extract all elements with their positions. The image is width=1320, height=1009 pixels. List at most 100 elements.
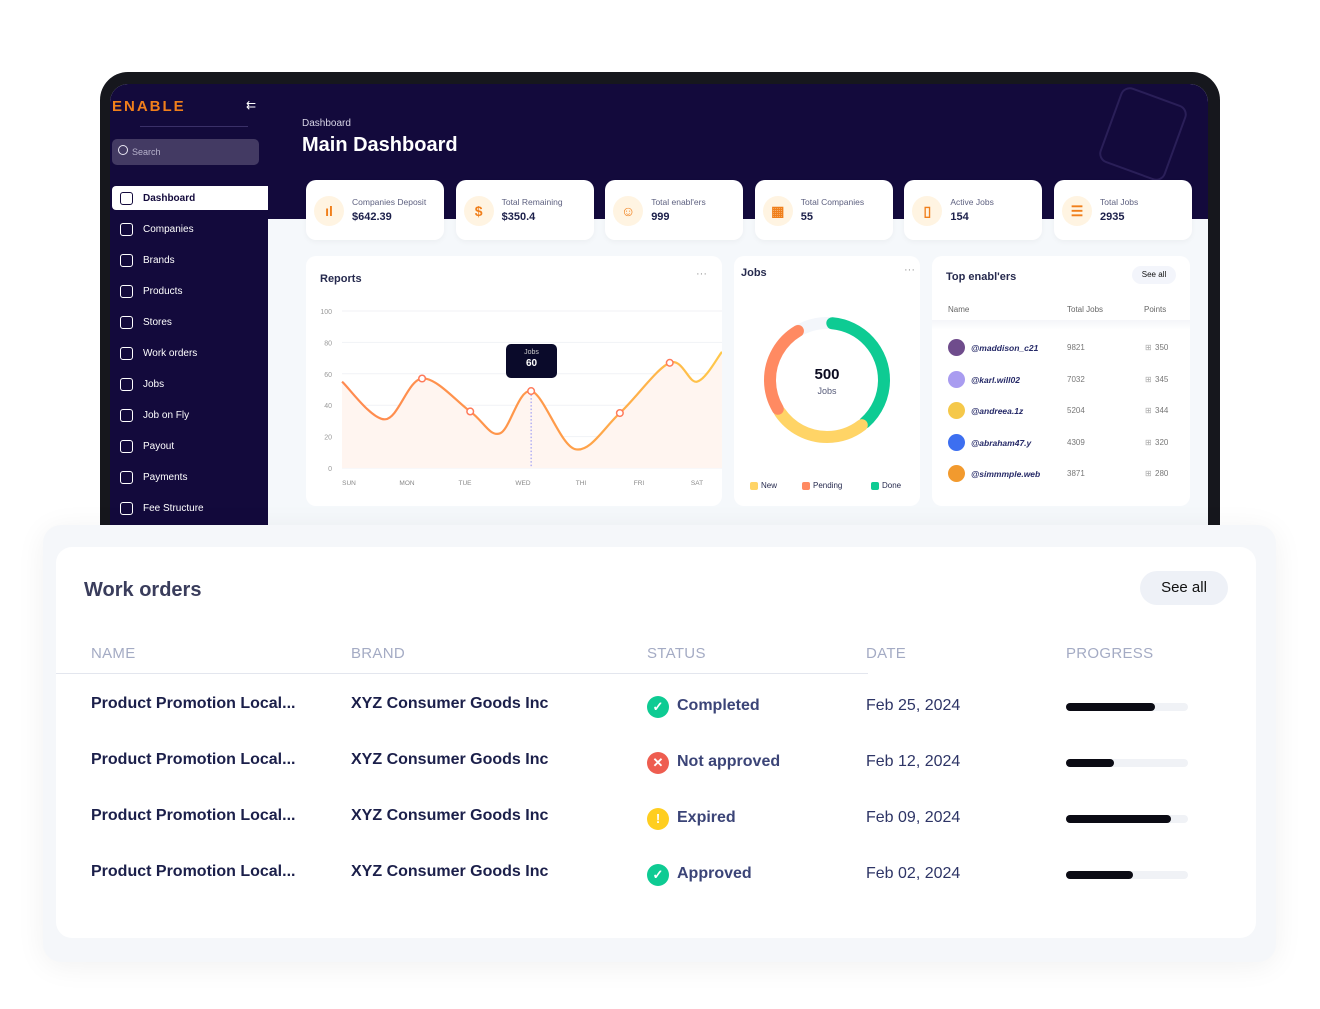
tooltip-label: Jobs bbox=[524, 349, 539, 356]
tooltip-value: 60 bbox=[525, 358, 538, 369]
sidebar-item-products[interactable]: Products bbox=[112, 279, 268, 303]
status-expired-icon: ! bbox=[647, 808, 669, 830]
list-icon bbox=[120, 408, 133, 422]
sidebar-item-stores[interactable]: Stores bbox=[112, 310, 268, 334]
avatar bbox=[948, 465, 965, 482]
enabler-points: 345 bbox=[1155, 374, 1169, 384]
see-all-button[interactable]: See all bbox=[1140, 571, 1228, 605]
enabler-name[interactable]: @maddison_c21 bbox=[971, 343, 1039, 353]
enabler-row[interactable]: @andreea.1z 5204 ⊞ 344 bbox=[932, 402, 1190, 422]
table-row[interactable]: Product Promotion Local... XYZ Consumer G… bbox=[56, 695, 1256, 725]
enabler-points: 320 bbox=[1155, 437, 1169, 447]
work-order-name[interactable]: Product Promotion Local... bbox=[91, 751, 296, 768]
store-icon bbox=[120, 315, 133, 329]
grid-icon bbox=[120, 377, 133, 391]
donut-slice-done[interactable] bbox=[764, 317, 890, 443]
stat-card: ıl Companies Deposit $642.39 bbox=[306, 180, 444, 240]
legend-label: Pending bbox=[813, 481, 843, 490]
col-header-brand[interactable]: BRAND bbox=[351, 645, 406, 662]
enabler-points: 344 bbox=[1155, 406, 1169, 415]
x-tick-label: FRI bbox=[634, 480, 645, 487]
sidebar-item-label: Fee Structure bbox=[143, 502, 204, 514]
more-icon[interactable]: ··· bbox=[904, 264, 915, 276]
data-point[interactable] bbox=[615, 409, 624, 418]
data-point[interactable] bbox=[527, 387, 536, 396]
see-all-button[interactable]: See all bbox=[1132, 266, 1176, 284]
sidebar-item-dashboard[interactable]: Dashboard bbox=[112, 186, 268, 210]
col-header-date[interactable]: DATE bbox=[866, 645, 907, 662]
enabler-name[interactable]: @abraham47.y bbox=[971, 437, 1032, 448]
work-order-name[interactable]: Product Promotion Local... bbox=[91, 807, 296, 824]
wallet-icon bbox=[120, 470, 133, 484]
enabler-row[interactable]: @maddison_c21 9821 ⊞ 350 bbox=[932, 339, 1190, 359]
work-order-brand: XYZ Consumer Goods Inc bbox=[351, 751, 549, 768]
sidebar-item-jobs[interactable]: Jobs bbox=[112, 372, 268, 396]
table-row[interactable]: Product Promotion Local... XYZ Consumer G… bbox=[56, 863, 1256, 893]
search-icon bbox=[118, 145, 128, 155]
col-header-total-jobs: Total Jobs bbox=[1067, 305, 1104, 314]
building-icon: ▦ bbox=[762, 196, 793, 226]
col-header-progress[interactable]: PROGRESS bbox=[1066, 645, 1154, 662]
legend-item: New bbox=[750, 481, 777, 490]
collapse-sidebar-icon[interactable]: ⇇ bbox=[246, 98, 257, 112]
divider bbox=[932, 320, 1190, 330]
sidebar-item-brands[interactable]: Brands bbox=[112, 248, 268, 272]
work-order-name[interactable]: Product Promotion Local... bbox=[91, 863, 296, 880]
sidebar-item-label: Companies bbox=[143, 223, 194, 235]
data-point[interactable] bbox=[466, 407, 475, 416]
enabler-row[interactable]: @simmmple.web 3871 ⊞ 280 bbox=[932, 465, 1190, 485]
data-point[interactable] bbox=[665, 358, 674, 367]
sidebar-item-fee-structure[interactable]: Fee Structure bbox=[112, 496, 268, 520]
gift-icon: ⊞ bbox=[1145, 406, 1152, 415]
sidebar-item-label: Brands bbox=[143, 254, 175, 266]
enabler-row[interactable]: @abraham47.y 4309 ⊞ 320 bbox=[932, 433, 1190, 454]
work-order-name[interactable]: Product Promotion Local... bbox=[91, 695, 296, 712]
dashboard-screen: ENABLE ⇇ Search Dashboard Companies Brands… bbox=[110, 84, 1208, 525]
avatar bbox=[948, 339, 965, 356]
more-icon[interactable]: ··· bbox=[696, 268, 707, 280]
data-point[interactable] bbox=[418, 374, 427, 383]
avatar bbox=[948, 402, 965, 419]
legend-swatch bbox=[750, 481, 758, 490]
sidebar-item-payments[interactable]: Payments bbox=[112, 465, 268, 489]
payout-icon bbox=[120, 439, 133, 453]
status-approved-icon: ✓ bbox=[647, 864, 669, 886]
work-order-brand: XYZ Consumer Goods Inc bbox=[351, 695, 549, 712]
enabler-points: 350 bbox=[1155, 343, 1169, 352]
stat-label: Total Remaining bbox=[501, 197, 563, 207]
logo: ENABLE bbox=[112, 98, 186, 115]
search-input[interactable]: Search bbox=[112, 139, 259, 165]
progress-fill bbox=[1066, 703, 1156, 711]
y-tick-label: 100 bbox=[320, 309, 332, 316]
col-header-name[interactable]: NAME bbox=[91, 645, 136, 662]
enabler-name[interactable]: @simmmple.web bbox=[971, 469, 1041, 479]
col-header-status[interactable]: STATUS bbox=[647, 645, 706, 662]
sidebar-item-payout[interactable]: Payout bbox=[112, 434, 268, 458]
donut-slice-new[interactable] bbox=[764, 317, 890, 443]
donut-slice-pending[interactable] bbox=[764, 317, 890, 443]
enabler-jobs: 4309 bbox=[1067, 437, 1085, 447]
enabler-row[interactable]: @karl.will02 7032 ⊞ 345 bbox=[932, 370, 1190, 391]
sidebar-item-job-on-fly[interactable]: Job on Fly bbox=[112, 403, 268, 427]
legend-item: Done bbox=[871, 481, 901, 490]
table-row[interactable]: Product Promotion Local... XYZ Consumer G… bbox=[56, 751, 1256, 781]
table-row[interactable]: Product Promotion Local... XYZ Consumer G… bbox=[56, 807, 1256, 837]
line-chart: 100 80 60 40 20 0 SUN MON TUE WED THI FRI SAT bbox=[320, 309, 722, 487]
reports-title: Reports bbox=[320, 273, 362, 285]
header-divider bbox=[56, 673, 868, 674]
y-tick-label: 20 bbox=[324, 435, 332, 442]
x-tick-label: WED bbox=[515, 480, 530, 487]
legend-label: New bbox=[761, 481, 778, 490]
stat-label: Active Jobs bbox=[950, 197, 994, 207]
enabler-name[interactable]: @karl.will02 bbox=[971, 374, 1020, 385]
divider bbox=[140, 126, 248, 127]
sidebar-item-label: Payout bbox=[143, 440, 175, 452]
enabler-name[interactable]: @andreea.1z bbox=[971, 406, 1024, 416]
stat-label: Total Companies bbox=[800, 197, 865, 207]
enabler-points: 280 bbox=[1155, 469, 1169, 478]
breadcrumb: Dashboard bbox=[302, 118, 351, 129]
sidebar-item-work-orders[interactable]: Work orders bbox=[112, 341, 268, 365]
sidebar-item-companies[interactable]: Companies bbox=[112, 217, 268, 241]
bag-icon bbox=[120, 253, 133, 267]
y-tick-label: 0 bbox=[328, 466, 332, 473]
